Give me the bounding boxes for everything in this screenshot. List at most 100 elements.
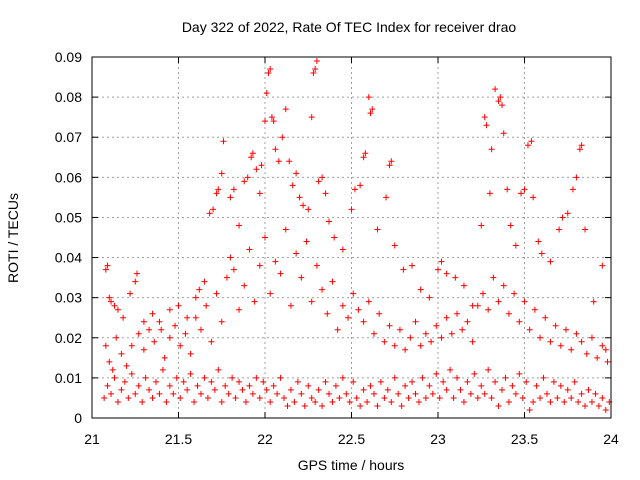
data-point [374,226,381,233]
data-point [486,190,493,197]
data-point [377,378,384,385]
data-point [360,386,367,393]
data-point [499,386,506,393]
data-point [114,306,121,313]
data-point [267,66,274,73]
data-point [140,318,147,325]
data-point [381,394,388,401]
data-point [569,186,576,193]
data-point [206,210,213,217]
data-point [471,370,478,377]
data-point [184,314,191,321]
data-point [213,190,220,197]
data-point [578,142,585,149]
data-point [370,330,377,337]
data-point [602,346,609,353]
data-point [438,334,445,341]
data-point [253,166,260,173]
data-point [436,394,443,401]
data-point [197,326,204,333]
data-point [576,146,583,153]
data-point [599,342,606,349]
data-point [287,386,294,393]
data-point [417,342,424,349]
y-tick-label: 0 [74,410,82,426]
data-point [443,270,450,277]
data-point [400,266,407,273]
data-point [230,186,237,193]
data-point [505,310,512,317]
data-point [490,274,497,281]
data-point [497,94,504,101]
data-point [339,302,346,309]
data-point [523,378,530,385]
data-point [191,398,198,405]
data-point [422,394,429,401]
data-point [132,278,139,285]
x-tick-label: 23.5 [511,431,538,447]
data-point [277,270,284,277]
data-point [139,398,146,405]
data-point [454,310,461,317]
y-tick-label: 0.05 [55,209,82,225]
data-point [537,334,544,341]
data-point [113,334,120,341]
data-point [348,206,355,213]
data-point [109,366,116,373]
data-point [203,302,210,309]
data-point [197,390,204,397]
data-point [166,306,173,313]
data-point [362,150,369,157]
data-point [272,146,279,153]
data-point [469,338,476,345]
data-point [256,190,263,197]
data-point [121,378,128,385]
data-point [588,334,595,341]
data-point [595,402,602,409]
data-point [334,326,341,333]
data-point [236,222,243,229]
data-point [151,338,158,345]
data-point [118,350,125,357]
data-point [474,302,481,309]
data-point [588,398,595,405]
data-point [360,154,367,161]
data-point [108,390,115,397]
data-point [128,342,135,349]
data-point [220,138,227,145]
data-points [101,58,613,413]
data-point [495,98,502,105]
data-point [294,378,301,385]
data-point [583,350,590,357]
data-point [329,398,336,405]
data-point [381,338,388,345]
data-point [426,382,433,389]
data-point [315,386,322,393]
data-point [324,310,331,317]
x-axis-ticks: 21 21.5 22 22.5 23 23.5 24 [84,57,619,447]
x-tick-label: 23 [430,431,446,447]
data-point [488,146,495,153]
y-tick-label: 0.02 [55,330,82,346]
data-point [346,398,353,405]
data-point [289,182,296,189]
data-point [305,382,312,389]
data-point [457,386,464,393]
data-point [502,374,509,381]
data-point [272,258,279,265]
data-point [319,174,326,181]
data-point [452,274,459,281]
data-point [329,278,336,285]
data-point [561,398,568,405]
data-point [319,402,326,409]
data-point [166,334,173,341]
data-point [201,278,208,285]
data-point [467,390,474,397]
data-point [460,398,467,405]
data-point [182,330,189,337]
data-point [460,282,467,289]
data-point [270,118,277,125]
data-point [146,326,153,333]
data-point [104,262,111,269]
data-point [402,346,409,353]
